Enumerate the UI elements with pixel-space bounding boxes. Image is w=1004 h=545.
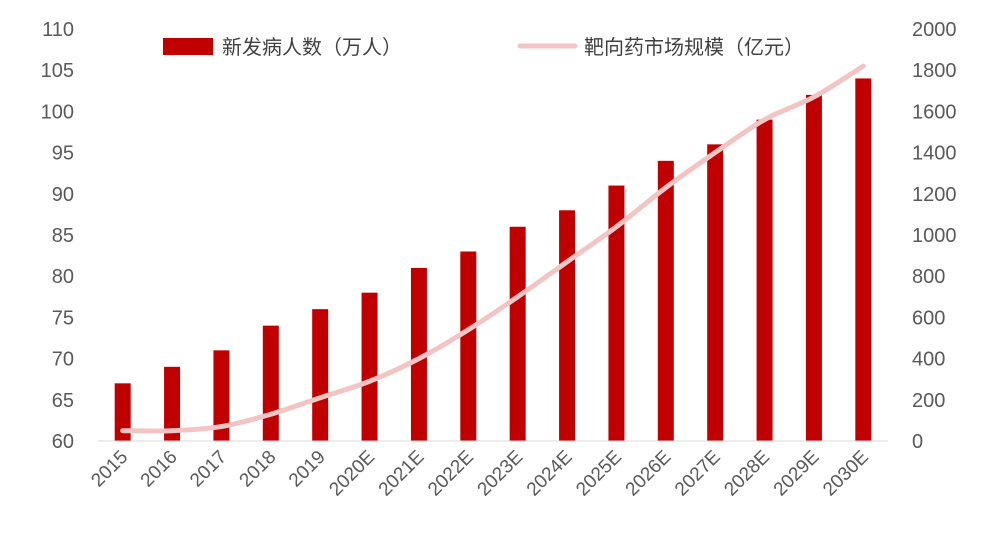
legend-label-line: 靶向药市场规模（亿元） [584,35,804,59]
left-tick-label: 80 [52,266,74,288]
x-tick-label: 2021E [375,447,429,501]
left-tick-label: 85 [52,225,74,247]
x-tick-label: 2019 [285,447,330,492]
right-tick-label: 200 [912,390,945,412]
x-tick-label: 2017 [186,447,231,492]
x-tick-label: 2027E [671,447,725,501]
left-tick-label: 60 [52,431,74,453]
x-tick-label: 2015 [87,447,132,492]
bar [756,119,773,441]
left-tick-label: 110 [42,19,74,41]
right-tick-label: 2000 [912,19,957,41]
x-tick-label: 2023E [474,447,528,501]
right-tick-label: 800 [912,266,945,288]
bar [312,309,329,441]
bar [509,226,526,441]
right-tick-label: 1800 [912,60,957,82]
x-tick-label: 2025E [572,447,626,501]
left-axis: 60 65 70 75 80 85 90 95 100 105 110 [41,19,74,453]
right-axis: 0 200 400 600 800 1000 1200 1400 1600 1800 2000 [912,19,957,453]
line-path [120,63,866,434]
left-tick-label: 75 [52,307,74,329]
bar [164,366,181,441]
bar [805,94,822,442]
x-tick-label: 2016 [137,447,182,492]
line-series [120,63,866,434]
legend-label-bar: 新发病人数（万人） [222,35,402,59]
right-tick-label: 400 [912,349,945,371]
left-tick-label: 105 [41,60,74,82]
right-tick-label: 1400 [912,143,957,165]
bar [213,350,230,441]
bar [460,251,477,441]
bar [114,383,131,441]
bar [559,210,576,441]
x-tick-label: 2026E [622,447,676,501]
legend-swatch-bar [163,38,213,55]
right-tick-label: 600 [912,307,945,329]
legend: 新发病人数（万人） 靶向药市场规模（亿元） [163,35,804,59]
left-tick-label: 95 [52,143,74,165]
bar [855,78,872,441]
x-tick-label: 2029E [770,447,824,501]
right-tick-label: 1000 [912,225,957,247]
x-tick-label: 2020E [325,447,379,501]
bar [608,185,625,441]
left-tick-label: 100 [41,101,74,123]
left-tick-label: 70 [52,349,74,371]
bar-series [114,78,872,442]
bar [707,144,724,442]
bar [657,160,674,441]
x-tick-label: 2030E [819,447,873,501]
left-tick-label: 90 [52,184,74,206]
right-tick-label: 0 [912,431,923,453]
x-tick-label: 2018 [236,447,281,492]
x-tick-label: 2028E [720,447,774,501]
left-tick-label: 65 [52,390,74,412]
right-tick-label: 1200 [912,184,957,206]
bar [361,292,378,441]
bar [262,325,279,441]
x-tick-label: 2022E [424,447,478,501]
x-axis: 2015 2016 2017 2018 20192020E2021E2022E2023E… [87,447,872,501]
bar [410,267,427,441]
x-tick-label: 2024E [523,447,577,501]
right-tick-label: 1600 [912,101,957,123]
